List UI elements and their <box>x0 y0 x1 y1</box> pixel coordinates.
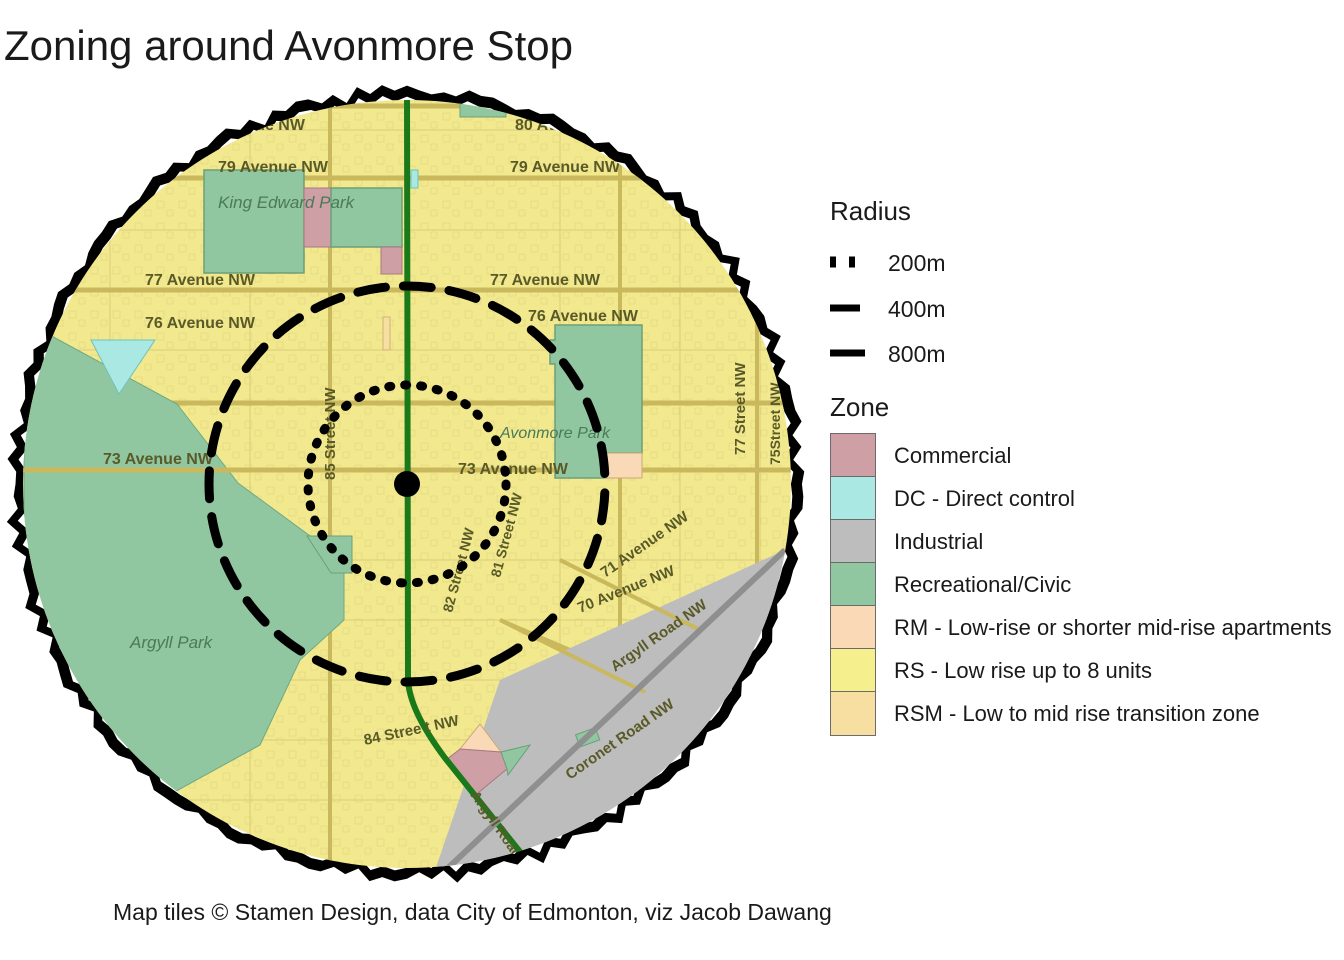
svg-text:Argyll Park: Argyll Park <box>129 633 214 652</box>
svg-text:79 Avenue NW: 79 Avenue NW <box>510 159 621 176</box>
svg-text:400m: 400m <box>888 296 946 322</box>
svg-text:77 Avenue NW: 77 Avenue NW <box>145 272 256 289</box>
svg-text:77 Avenue NW: 77 Avenue NW <box>490 272 601 289</box>
svg-text:77 Street NW: 77 Street NW <box>732 362 749 455</box>
svg-text:t NW: t NW <box>27 745 49 780</box>
svg-text:76 Avenue NW: 76 Avenue NW <box>145 315 256 332</box>
svg-text:73 Avenue NW: 73 Avenue NW <box>458 461 569 478</box>
svg-text:King Edward Park: King Edward Park <box>218 193 356 212</box>
svg-text:76 Avenue NW: 76 Avenue NW <box>528 308 639 325</box>
svg-text:200m: 200m <box>888 250 946 276</box>
svg-text:73 Avenue NW: 73 Avenue NW <box>103 451 214 468</box>
svg-text:79 Avenue NW: 79 Avenue NW <box>218 159 329 176</box>
svg-text:800m: 800m <box>888 341 946 367</box>
